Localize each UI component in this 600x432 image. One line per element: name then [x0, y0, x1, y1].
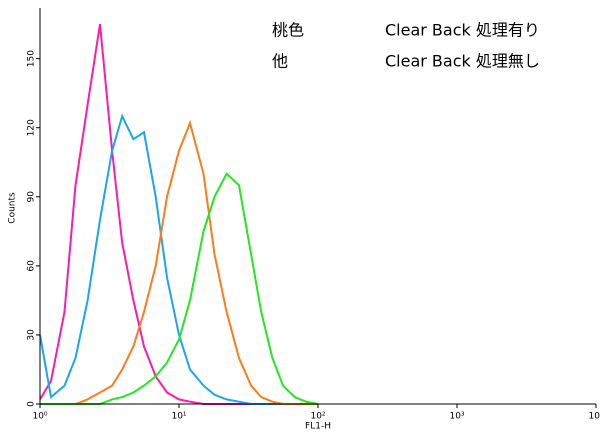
x-tick-label: 10⁴ — [588, 412, 600, 422]
series-line — [40, 172, 319, 405]
x-tick-label: 10¹ — [171, 412, 186, 422]
y-axis-label: Counts — [8, 192, 18, 224]
y-tick-label: 0 — [27, 401, 37, 407]
y-tick-label: 90 — [27, 191, 37, 203]
x-tick-label: 10⁰ — [32, 412, 47, 422]
series-line — [39, 23, 318, 405]
annotation: 他 — [272, 52, 288, 71]
annotation: 桃色 — [272, 21, 304, 40]
x-tick-label: 10² — [310, 412, 325, 422]
y-tick-label: 120 — [27, 119, 37, 136]
x-axis-label: FL1-H — [305, 422, 331, 432]
annotation: Clear Back 処理有り — [385, 21, 540, 40]
series-line — [40, 119, 318, 405]
annotation: Clear Back 処理無し — [385, 52, 540, 71]
y-tick-label: 30 — [27, 329, 37, 341]
y-tick-label: 60 — [27, 260, 37, 272]
x-tick-label: 10³ — [449, 412, 464, 422]
y-tick-label: 150 — [27, 50, 37, 67]
series-line — [39, 113, 318, 405]
